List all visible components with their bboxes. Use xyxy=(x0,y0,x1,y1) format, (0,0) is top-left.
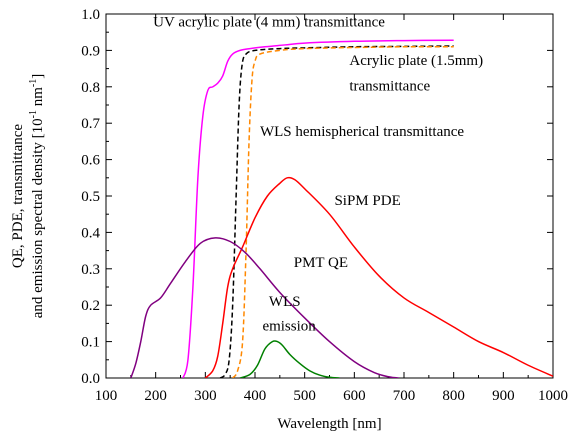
y-label-superscript: -1 xyxy=(28,110,39,118)
y-tick-label: 0.6 xyxy=(81,153,100,169)
y-label-part: ] xyxy=(30,74,46,79)
x-axis-label: Wavelength [nm] xyxy=(277,416,381,432)
x-tick-label: 1000 xyxy=(538,388,568,404)
series-layer xyxy=(130,39,553,378)
annotation-label: WLS hemispherical transmittance xyxy=(260,124,464,140)
x-tick-label: 600 xyxy=(343,388,366,404)
x-tick-label: 300 xyxy=(194,388,217,404)
annotation-label: SiPM PDE xyxy=(334,193,400,209)
y-tick-label: 0.0 xyxy=(81,371,100,387)
x-tick-label: 900 xyxy=(492,388,515,404)
annotation-label: Acrylic plate (1.5mm) xyxy=(349,53,483,69)
y-axis-label: QE, PDE, transmittance and emission spect… xyxy=(10,74,46,319)
y-tick-label: 0.3 xyxy=(81,262,100,278)
x-tick-label: 800 xyxy=(442,388,465,404)
series-line-0 xyxy=(182,39,454,378)
annotation-label: PMT QE xyxy=(294,255,348,271)
y-label-part: and emission spectral density [10 xyxy=(30,118,46,318)
y-label-superscript: -1 xyxy=(28,79,39,87)
x-tick-label: 200 xyxy=(144,388,167,404)
series-line-3 xyxy=(204,176,553,378)
series-line-1 xyxy=(219,45,454,378)
x-tick-label: 100 xyxy=(95,388,118,404)
annotation-label: emission xyxy=(262,319,316,335)
annotation-label: WLS xyxy=(269,294,301,310)
y-tick-label: 0.4 xyxy=(81,225,100,241)
annotation-label: transmittance xyxy=(349,78,430,94)
annotation-layer: UV acrylic plate (4 mm) transmittance Acr… xyxy=(153,15,483,335)
y-tick-label: 0.5 xyxy=(81,189,100,205)
y-label-part: nm xyxy=(30,87,46,110)
axes: 100 200 300 400 500 600 700 800 900 1000 0.0 0.1 0.2… xyxy=(81,7,568,404)
y-axis-label-line2: and emission spectral density [10-1 nm-1… xyxy=(28,74,46,319)
series-line-4 xyxy=(130,237,400,378)
x-tick-label: 700 xyxy=(393,388,416,404)
x-tick-label: 500 xyxy=(293,388,316,404)
x-tick-label: 400 xyxy=(244,388,267,404)
y-tick-label: 0.8 xyxy=(81,80,100,96)
plot-frame xyxy=(105,13,554,379)
y-tick-label: 1.0 xyxy=(81,7,100,23)
series-line-5 xyxy=(239,340,340,378)
y-tick-label: 0.9 xyxy=(81,43,100,59)
annotation-label: UV acrylic plate (4 mm) transmittance xyxy=(153,15,385,31)
y-tick-label: 0.2 xyxy=(81,298,100,314)
y-axis-label-line1: QE, PDE, transmittance xyxy=(10,124,26,268)
y-tick-label: 0.1 xyxy=(81,335,100,351)
y-tick-label: 0.7 xyxy=(81,116,100,132)
